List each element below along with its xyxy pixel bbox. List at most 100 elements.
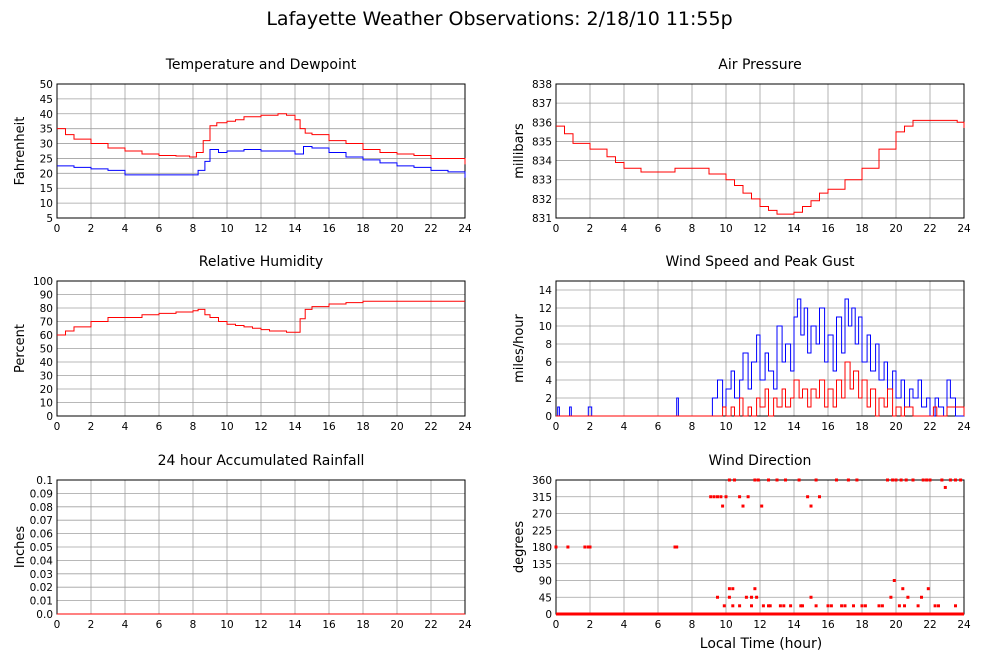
x-tick-label: 16 [322,619,336,631]
x-tick-label: 12 [753,223,766,235]
y-tick-label: 35 [40,124,53,136]
y-tick-label: 835 [532,136,552,148]
x-tick-label: 0 [553,421,560,433]
humidity-panel: 0 2 4 6 8 10 12 14 16 18 20 22 240102030405060708090… [13,254,472,433]
direction-point [901,587,905,591]
x-tick-label: 18 [356,223,369,235]
direction-point [928,478,932,482]
y-axis-label: degrees [512,521,527,574]
y-tick-label: 10 [40,198,53,210]
y-tick-label: 270 [532,509,552,521]
direction-point [741,504,745,508]
direction-point [818,495,821,499]
chart-title: Relative Humidity [199,254,323,270]
x-tick-label: 2 [88,421,95,433]
y-tick-label: 360 [532,475,552,487]
direction-point [806,495,810,499]
direction-point [855,478,859,482]
x-tick-label: 10 [719,421,732,433]
direction-point [877,604,881,608]
y-tick-label: 225 [532,525,552,537]
rainfall-panel: 0 2 4 6 8 10 12 14 16 18 20 22 240.00.010.020.030.04… [13,453,472,631]
x-tick-label: 20 [889,223,902,235]
direction-point [835,478,838,482]
direction-point [959,478,963,482]
y-tick-label: 315 [532,492,552,504]
direction-point [586,545,590,549]
x-tick-label: 12 [254,421,267,433]
direction-point [767,478,770,482]
x-tick-label: 16 [821,619,835,631]
x-tick-label: 24 [458,619,472,631]
y-tick-label: 833 [532,175,552,187]
series-line-blue [57,146,466,178]
y-tick-label: 0.07 [30,515,53,527]
x-tick-label: 16 [322,421,336,433]
x-tick-label: 20 [889,421,902,433]
x-tick-label: 0 [54,223,61,235]
y-tick-label: 0.03 [30,569,53,581]
x-tick-label: 2 [88,619,95,631]
y-tick-label: 4 [545,375,552,387]
x-tick-label: 8 [190,619,197,631]
x-tick-label: 24 [957,619,971,631]
y-axis-label: Inches [13,526,28,568]
x-tick-label: 6 [156,619,163,631]
x-tick-label: 8 [190,223,197,235]
x-tick-label: 4 [122,223,129,235]
x-tick-label: 20 [889,619,902,631]
direction-point [897,604,901,608]
x-tick-label: 14 [787,223,801,235]
y-tick-label: 5 [46,213,53,225]
x-tick-label: 4 [621,421,628,433]
direction-point [719,495,723,499]
x-tick-label: 4 [122,619,129,631]
direction-point [933,604,937,608]
chart-title: Wind Direction [709,453,812,469]
temperature-panel: 0 2 4 6 8 10 12 14 16 18 20 22 245101520253035404550… [13,57,472,235]
direction-point [925,478,929,482]
direction-point [889,595,893,599]
y-tick-label: 40 [40,357,53,369]
direction-point [756,478,760,482]
x-tick-label: 12 [753,421,766,433]
direction-point [937,604,940,608]
x-tick-label: 18 [855,223,868,235]
y-tick-label: 834 [532,156,552,168]
y-axis-label: Fahrenheit [13,117,28,186]
y-axis-label: Percent [13,324,28,373]
direction-point [948,478,952,482]
direction-point [891,478,895,482]
y-tick-label: 12 [539,303,552,315]
x-tick-label: 18 [855,619,868,631]
direction-point [926,587,930,591]
direction-point [727,478,731,482]
direction-point [809,595,813,599]
series-line-red [57,113,466,165]
y-tick-label: 0.02 [30,582,53,594]
x-tick-label: 18 [356,421,369,433]
direction-point [954,478,957,482]
direction-point [899,478,903,482]
y-tick-label: 0.08 [30,502,53,514]
y-tick-label: 0.0 [36,609,53,621]
y-tick-label: 836 [532,117,552,129]
y-tick-label: 40 [40,109,53,121]
direction-point [738,495,742,499]
chart-title: Temperature and Dewpoint [165,57,357,73]
x-tick-label: 4 [621,223,628,235]
y-tick-label: 45 [539,592,552,604]
x-tick-label: 22 [923,421,936,433]
direction-point [775,478,779,482]
y-tick-label: 60 [40,330,53,342]
direction-point [860,604,864,608]
x-tick-label: 8 [689,223,696,235]
x-tick-label: 2 [88,223,95,235]
x-tick-label: 10 [220,421,233,433]
direction-point [724,495,728,499]
y-tick-label: 0.01 [30,596,53,608]
direction-point [840,604,844,608]
direction-point [717,612,721,616]
y-tick-label: 14 [539,285,553,297]
